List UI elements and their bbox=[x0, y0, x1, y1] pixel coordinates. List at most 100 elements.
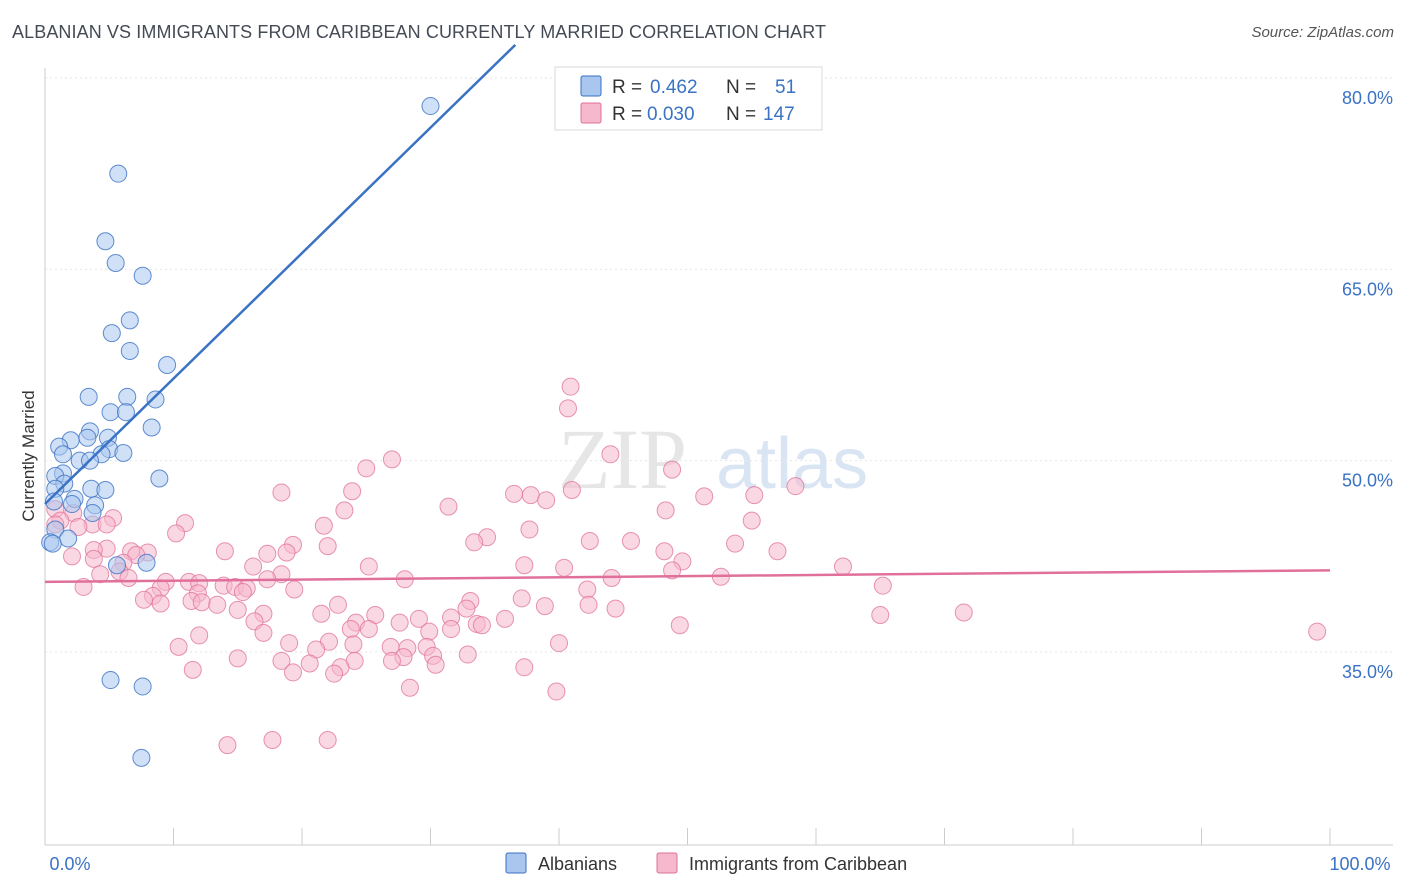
caribbean-point bbox=[742, 511, 761, 530]
albanian-point bbox=[83, 503, 102, 522]
caribbean-point bbox=[134, 590, 153, 609]
albanian-point bbox=[137, 553, 156, 572]
albanian-point bbox=[116, 403, 135, 422]
albanian-point bbox=[120, 341, 139, 360]
caribbean-point bbox=[786, 477, 805, 496]
albanian-point bbox=[107, 556, 126, 575]
caribbean-point bbox=[228, 600, 247, 619]
caribbean-point bbox=[318, 731, 337, 750]
caribbean-point bbox=[537, 491, 556, 510]
caribbean-point bbox=[325, 664, 344, 683]
legend-r-label-2: R = bbox=[612, 104, 642, 125]
caribbean-point bbox=[69, 517, 88, 536]
albanian-point bbox=[114, 444, 133, 463]
albanian-point bbox=[421, 97, 440, 116]
bottom-legend-albanians: Albanians bbox=[538, 854, 617, 874]
caribbean-point bbox=[695, 487, 714, 506]
albanian-point bbox=[44, 492, 63, 511]
caribbean-point bbox=[300, 654, 319, 673]
caribbean-point bbox=[555, 558, 574, 577]
caribbean-point bbox=[580, 532, 599, 551]
caribbean-point bbox=[873, 576, 892, 595]
albanian-point bbox=[79, 387, 98, 406]
caribbean-point bbox=[601, 445, 620, 464]
albanian-point bbox=[59, 529, 78, 548]
caribbean-point bbox=[745, 486, 764, 505]
caribbean-point bbox=[318, 537, 337, 556]
caribbean-point bbox=[272, 651, 291, 670]
legend-n-value-1: 51 bbox=[775, 77, 796, 98]
source-credit: Source: ZipAtlas.com bbox=[1251, 24, 1394, 41]
albanian-point bbox=[62, 495, 81, 514]
caribbean-point bbox=[192, 593, 211, 612]
albanian-point bbox=[120, 311, 139, 330]
caribbean-point bbox=[190, 626, 209, 645]
caribbean-point bbox=[512, 589, 531, 608]
caribbean-point bbox=[272, 483, 291, 502]
caribbean-point bbox=[215, 542, 234, 561]
albanian-point bbox=[96, 481, 115, 500]
caribbean-point bbox=[208, 595, 227, 614]
albanian-point bbox=[142, 418, 161, 437]
albanian-point bbox=[101, 671, 120, 690]
caribbean-point bbox=[954, 603, 973, 622]
caribbean-point bbox=[579, 595, 598, 614]
y-tick-labels: 35.0% 50.0% 65.0% 80.0% bbox=[1342, 88, 1393, 682]
caribbean-point bbox=[768, 542, 787, 561]
caribbean-point bbox=[344, 635, 363, 654]
caribbean-point bbox=[663, 460, 682, 479]
stats-legend: R = 0.462 N = 51 R = 0.030 N = 147 bbox=[554, 66, 823, 131]
caribbean-point bbox=[254, 623, 273, 642]
caribbean-point bbox=[496, 609, 515, 628]
caribbean-point bbox=[218, 736, 237, 755]
caribbean-point bbox=[562, 481, 581, 500]
caribbean-point bbox=[621, 532, 640, 551]
albanian-point bbox=[158, 356, 177, 374]
legend-n-label-2: N = bbox=[726, 104, 756, 125]
caribbean-points bbox=[46, 377, 1327, 755]
caribbean-point bbox=[472, 616, 491, 635]
caribbean-point bbox=[328, 595, 347, 614]
caribbean-point bbox=[390, 613, 409, 632]
caribbean-point bbox=[335, 501, 354, 520]
caribbean-point bbox=[561, 377, 580, 396]
caribbean-point bbox=[169, 637, 188, 656]
legend-swatch-caribbean bbox=[580, 102, 602, 124]
caribbean-point bbox=[382, 450, 401, 469]
albanian-point bbox=[106, 253, 125, 272]
caribbean-point bbox=[228, 649, 247, 668]
caribbean-point bbox=[1308, 622, 1327, 641]
caribbean-point bbox=[871, 606, 890, 625]
caribbean-point bbox=[535, 597, 554, 616]
caribbean-point bbox=[244, 557, 263, 576]
albanian-point bbox=[133, 677, 152, 696]
caribbean-point bbox=[409, 609, 428, 628]
caribbean-point bbox=[558, 399, 577, 418]
albanian-point bbox=[150, 469, 169, 488]
caribbean-point bbox=[233, 583, 252, 602]
albanian-trend-line bbox=[44, 43, 517, 505]
caribbean-point bbox=[280, 634, 299, 653]
caribbean-point bbox=[550, 634, 568, 653]
caribbean-point bbox=[285, 580, 304, 599]
caribbean-point bbox=[167, 524, 186, 543]
caribbean-point bbox=[726, 534, 745, 553]
caribbean-point bbox=[505, 484, 524, 503]
caribbean-point bbox=[84, 549, 103, 568]
caribbean-point bbox=[458, 645, 477, 664]
caribbean-point bbox=[357, 459, 376, 478]
caribbean-point bbox=[277, 543, 296, 562]
caribbean-point bbox=[439, 497, 458, 516]
caribbean-point bbox=[663, 561, 682, 580]
caribbean-point bbox=[521, 486, 540, 505]
caribbean-point bbox=[359, 557, 378, 576]
bottom-legend-caribbean: Immigrants from Caribbean bbox=[689, 854, 907, 874]
legend-r-value-2: 0.030 bbox=[647, 104, 695, 125]
caribbean-point bbox=[62, 547, 81, 566]
legend-r-value-1: 0.462 bbox=[650, 77, 698, 98]
x-tick-label-max: 100.0% bbox=[1329, 854, 1390, 874]
caribbean-point bbox=[183, 660, 202, 679]
albanian-point bbox=[102, 324, 121, 343]
albanian-point bbox=[109, 164, 128, 183]
caribbean-point bbox=[258, 544, 277, 563]
